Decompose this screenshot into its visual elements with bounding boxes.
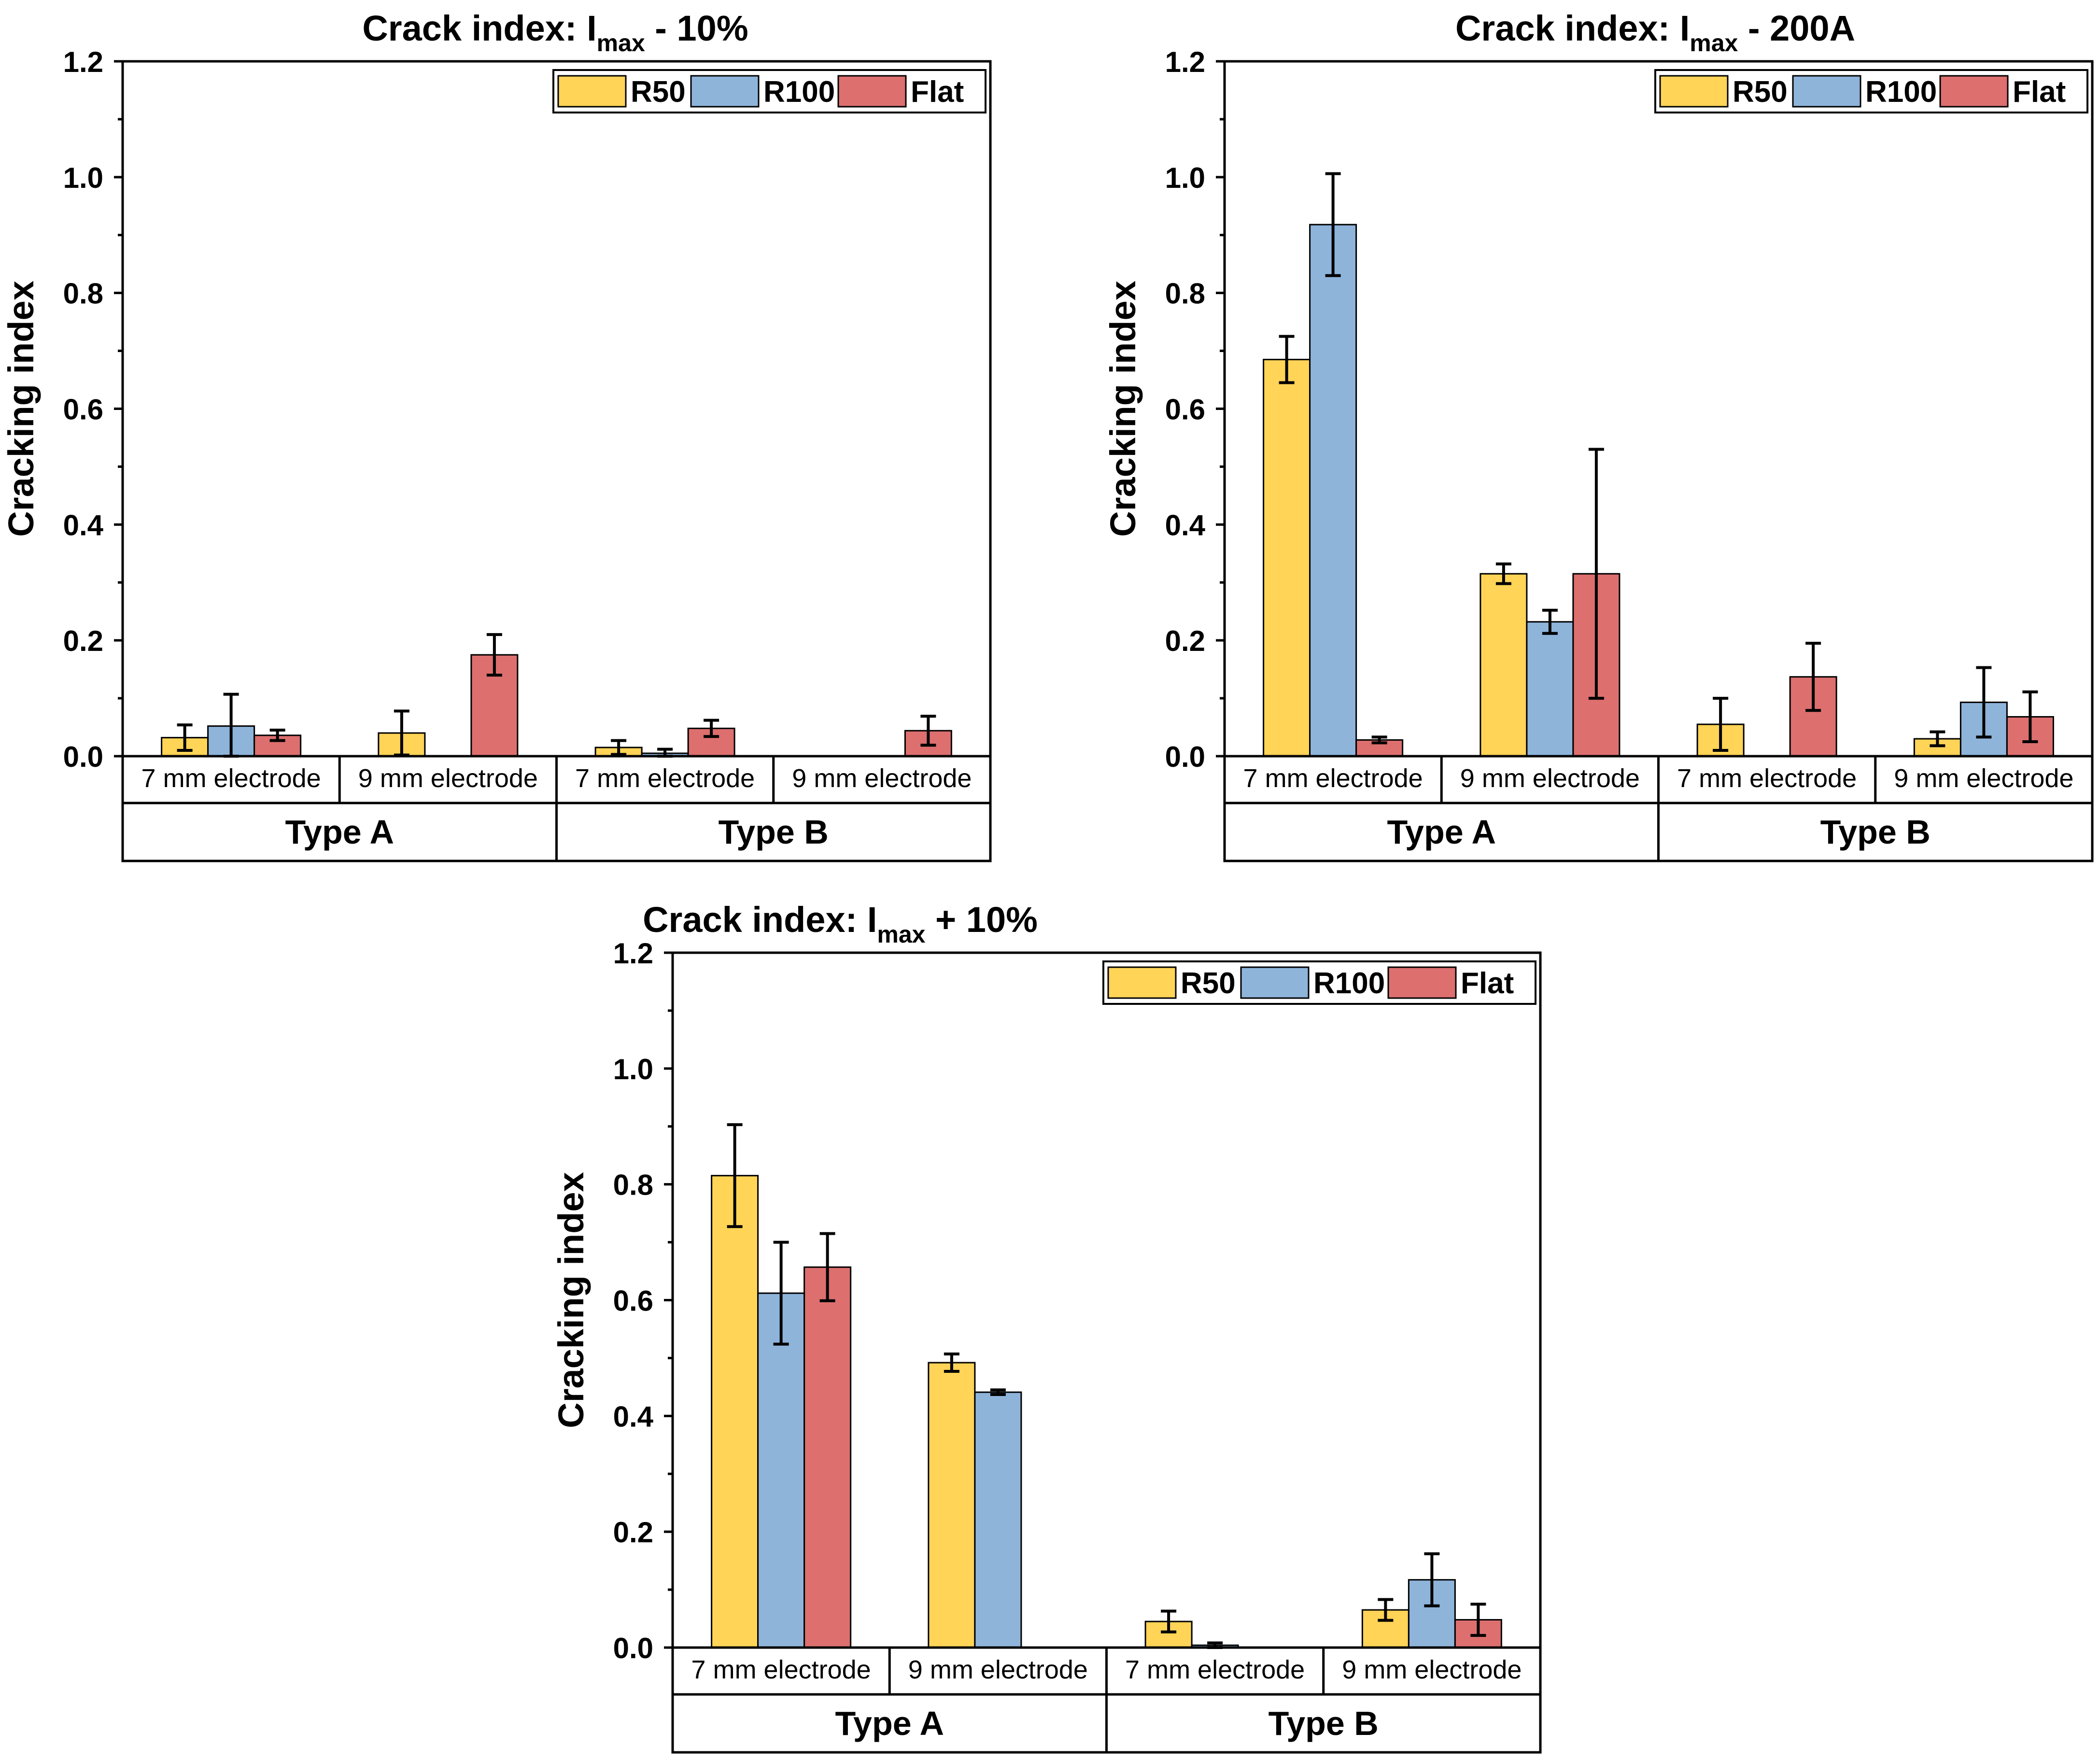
y-tick-label: 1.2 <box>63 46 103 78</box>
y-tick-label: 0.0 <box>63 741 103 773</box>
category-label: 7 mm electrode <box>691 1655 871 1684</box>
legend-swatch-r50 <box>557 75 627 108</box>
chart-panel-1: Crack index: Imax - 10% Cracking index 0.0… <box>1 8 992 862</box>
chart-title: Crack index: Imax + 10% <box>643 900 1038 948</box>
y-tick-label: 0.6 <box>613 1285 653 1317</box>
chart-title: Crack index: Imax - 10% <box>362 8 748 56</box>
legend-swatch-r100 <box>690 75 760 108</box>
category-label: 7 mm electrode <box>575 764 755 793</box>
legend-label-flat: Flat <box>911 75 964 109</box>
bar-r50-cat1 <box>711 1175 759 1649</box>
y-axis-label: Cracking index <box>1 281 41 537</box>
y-tick-label: 1.0 <box>63 162 103 194</box>
category-label: 9 mm electrode <box>1894 764 2073 793</box>
legend-label-r100: R100 <box>1865 75 1937 109</box>
y-tick-label: 0.8 <box>613 1169 653 1201</box>
y-tick-label: 0.4 <box>613 1400 654 1433</box>
legend-label-r50: R50 <box>631 75 686 109</box>
bar-r100-cat2 <box>1526 621 1574 757</box>
y-tick-label: 1.2 <box>613 937 653 970</box>
category-label: 9 mm electrode <box>1342 1655 1522 1684</box>
y-tick-label: 0.2 <box>613 1516 653 1549</box>
legend-label-flat: Flat <box>1461 967 1514 1000</box>
group-label: Type A <box>835 1705 944 1742</box>
y-tick-label: 1.2 <box>1165 46 1205 78</box>
bar-r50-cat1 <box>1263 359 1311 757</box>
category-label: 9 mm electrode <box>358 764 538 793</box>
bar-flat-cat1 <box>803 1266 852 1649</box>
legend-swatch-flat <box>837 75 907 108</box>
y-tick-label: 0.8 <box>63 278 103 310</box>
group-label: Type A <box>1387 813 1496 851</box>
bar-r100-cat2 <box>974 1391 1022 1649</box>
legend-label-r100: R100 <box>1313 967 1385 1000</box>
bar-r50-cat2 <box>1480 573 1528 757</box>
y-tick-label: 0.4 <box>63 509 104 541</box>
y-tick-label: 0.6 <box>1165 394 1205 426</box>
y-tick-label: 0.0 <box>613 1632 653 1664</box>
legend-label-r50: R50 <box>1733 75 1788 109</box>
category-label: 7 mm electrode <box>1125 1655 1305 1684</box>
bar-r100-cat1 <box>1309 224 1357 757</box>
legend-swatch-r100 <box>1792 75 1861 108</box>
y-tick-label: 0.8 <box>1165 278 1205 310</box>
y-tick-label: 1.0 <box>613 1053 653 1085</box>
group-label: Type B <box>1820 813 1931 851</box>
chart-panel-3: Crack index: Imax + 10% Cracking index 0.0… <box>551 900 1542 1754</box>
legend-label-r50: R50 <box>1181 967 1236 1000</box>
legend-swatch-flat <box>1939 75 2009 108</box>
legend-label-flat: Flat <box>2013 75 2066 109</box>
y-axis-label: Cracking index <box>1103 281 1143 537</box>
chart-title: Crack index: Imax - 200A <box>1455 8 1855 56</box>
y-tick-label: 0.4 <box>1165 509 1206 541</box>
category-label: 7 mm electrode <box>141 764 321 793</box>
legend-swatch-r50 <box>1107 966 1177 999</box>
category-label: 9 mm electrode <box>908 1655 1088 1684</box>
category-label: 7 mm electrode <box>1677 764 1857 793</box>
group-label: Type B <box>1268 1705 1379 1742</box>
legend-swatch-r100 <box>1240 966 1310 999</box>
y-tick-label: 1.0 <box>1165 162 1205 194</box>
category-label: 7 mm electrode <box>1243 764 1423 793</box>
group-label: Type A <box>285 813 394 851</box>
category-label: 9 mm electrode <box>1460 764 1640 793</box>
y-tick-label: 0.0 <box>1165 741 1205 773</box>
group-label: Type B <box>719 813 829 851</box>
legend-label-r100: R100 <box>763 75 835 109</box>
legend-swatch-r50 <box>1659 75 1729 108</box>
chart-panel-2: Crack index: Imax - 200A Cracking index 0.… <box>1103 8 2094 862</box>
category-label: 9 mm electrode <box>792 764 972 793</box>
bar-r50-cat2 <box>928 1362 976 1649</box>
y-tick-label: 0.6 <box>63 394 103 426</box>
legend-swatch-flat <box>1387 966 1457 999</box>
bar-r100-cat1 <box>757 1292 805 1649</box>
y-tick-label: 0.2 <box>1165 625 1205 657</box>
y-axis-label: Cracking index <box>551 1172 591 1428</box>
y-tick-label: 0.2 <box>63 625 103 657</box>
